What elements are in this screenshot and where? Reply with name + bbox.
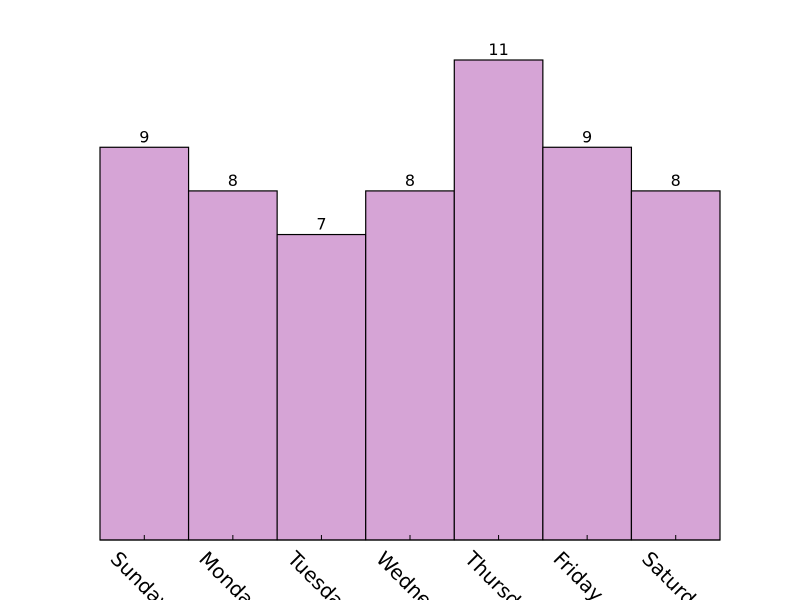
x-tick-label: Friday [549,547,609,600]
value-label: 8 [228,171,238,190]
value-label: 11 [488,40,508,59]
bar [630,190,721,541]
bar [365,190,455,541]
x-tick-label: Sunday [106,547,176,600]
x-tick-label: Wednesday [371,547,470,600]
x-tick-label: Saturday [637,547,718,600]
value-label: 9 [582,127,592,146]
value-label: 8 [671,171,681,190]
x-tick-label: Thursday [459,546,543,600]
x-tick-label: Monday [194,547,267,600]
bar [187,190,278,541]
value-label: 7 [316,215,326,234]
value-label: 8 [405,171,415,190]
x-tick-label: Tuesday [282,546,357,600]
bar [99,146,190,541]
bar [542,146,633,541]
bar [453,59,544,541]
value-label: 9 [139,127,149,146]
bar [276,233,367,541]
